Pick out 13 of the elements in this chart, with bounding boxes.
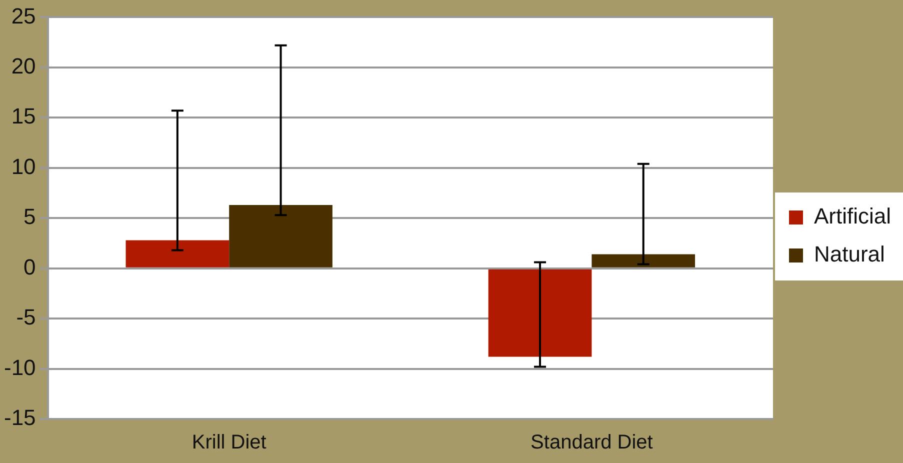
y-tick-label: -10	[4, 354, 36, 380]
legend-label: Natural	[814, 242, 885, 267]
y-tick-label: -5	[16, 304, 36, 330]
y-tick-label: 5	[24, 204, 36, 230]
y-tick-label: -15	[4, 405, 36, 430]
legend-label: Artificial	[814, 204, 892, 229]
x-tick-label: Standard Diet	[530, 432, 654, 454]
y-tick-label: 15	[11, 104, 36, 129]
y-tick-label: 20	[11, 53, 36, 78]
y-tick-label: 25	[11, 3, 36, 28]
x-tick-label: Krill Diet	[192, 432, 267, 454]
y-tick-label: 0	[24, 254, 36, 280]
y-tick-label: 10	[11, 154, 36, 179]
